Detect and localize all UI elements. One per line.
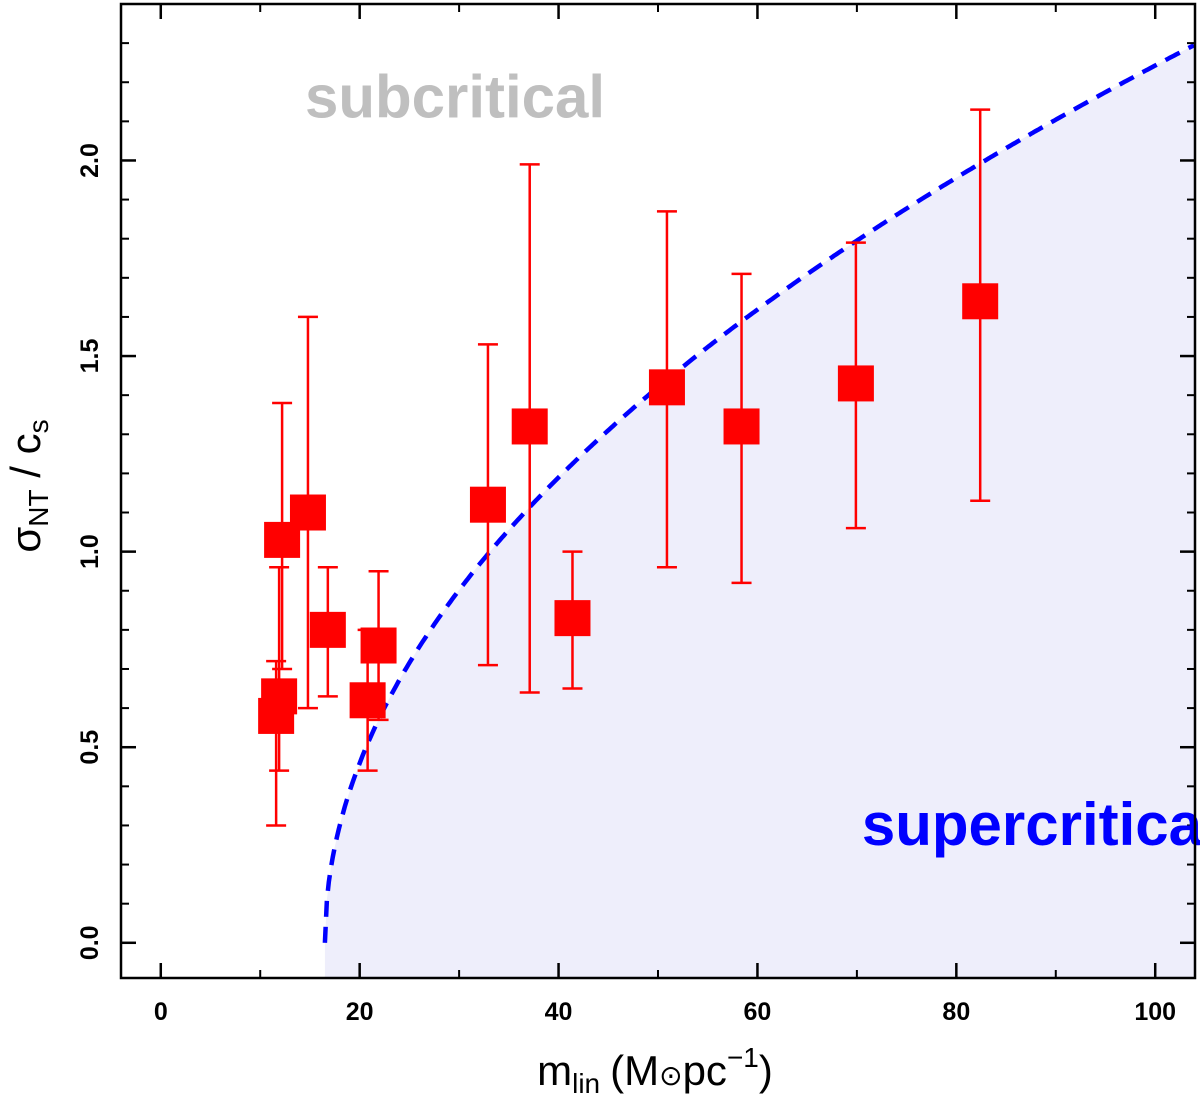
y-axis-label: σNT / cs — [2, 419, 54, 552]
x-tick-label: 40 — [545, 998, 573, 1026]
data-point — [289, 494, 326, 531]
supercritical-region — [324, 45, 1195, 978]
data-point — [554, 600, 591, 637]
y-tick-label: 1.0 — [76, 534, 104, 569]
supercritical-label: supercritical — [862, 791, 1200, 858]
plot-frame — [119, 2, 1197, 980]
data-point — [469, 486, 506, 523]
x-tick-label: 0 — [154, 998, 168, 1026]
data-point — [837, 365, 874, 402]
x-tick-label: 60 — [744, 998, 772, 1026]
data-point — [360, 627, 397, 664]
x-tick-label: 80 — [942, 998, 970, 1026]
data-point — [511, 408, 548, 445]
data-point — [723, 408, 760, 445]
data-point — [648, 369, 685, 406]
data-point — [261, 678, 298, 715]
y-tick-label: 1.5 — [76, 339, 104, 374]
data-point — [349, 682, 386, 719]
data-point — [962, 283, 999, 320]
x-tick-label: 20 — [346, 998, 374, 1026]
y-tick-label: 2.0 — [76, 143, 104, 178]
critical-curve — [322, 43, 1196, 943]
y-tick-label: 0.0 — [76, 925, 104, 960]
data-point — [309, 611, 346, 648]
x-axis-label: mlin (M⊙pc−1) — [537, 1042, 773, 1096]
subcritical-label: subcritical — [305, 63, 605, 130]
x-tick-label: 100 — [1134, 998, 1176, 1026]
y-tick-label: 0.5 — [76, 730, 104, 765]
